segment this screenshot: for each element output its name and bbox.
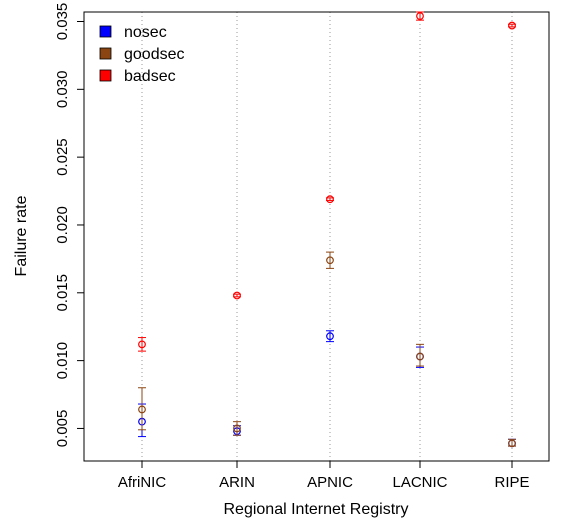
- legend-label-nosec: nosec: [124, 24, 167, 41]
- y-tick-label: 0.010: [54, 342, 71, 380]
- series-badsec: [138, 11, 516, 352]
- y-tick-label: 0.025: [54, 138, 71, 176]
- y-tick-label: 0.035: [54, 3, 71, 41]
- x-axis-title: Regional Internet Registry: [224, 501, 409, 518]
- x-tick-label: LACNIC: [392, 474, 447, 491]
- x-axis: AfriNIC ARIN APNIC LACNIC RIPE: [118, 461, 530, 491]
- data-point: [416, 352, 424, 361]
- data-point: [508, 439, 516, 448]
- y-axis: 0.005 0.010 0.015 0.020 0.025 0.030 0.035: [54, 3, 84, 447]
- y-axis-title: Failure rate: [13, 195, 30, 276]
- x-tick-label: APNIC: [307, 474, 353, 491]
- legend: nosec goodsec badsec: [99, 24, 185, 85]
- x-tick-label: ARIN: [219, 474, 255, 491]
- data-marks: [138, 11, 516, 448]
- y-tick-label: 0.015: [54, 274, 71, 312]
- legend-swatch-nosec: [99, 25, 112, 38]
- series-nosec: [138, 330, 516, 448]
- data-point: [138, 405, 146, 414]
- grid-lines: [141, 12, 513, 461]
- data-point: [326, 256, 334, 265]
- data-point: [326, 195, 334, 204]
- data-point: [233, 291, 241, 300]
- data-point: [326, 332, 334, 341]
- y-tick-label: 0.030: [54, 71, 71, 109]
- data-point: [416, 12, 424, 20]
- legend-label-goodsec: goodsec: [124, 46, 185, 63]
- legend-swatch-goodsec: [99, 47, 112, 60]
- x-tick-label: AfriNIC: [118, 474, 167, 491]
- legend-swatch-badsec: [99, 69, 112, 82]
- legend-label-badsec: badsec: [124, 68, 176, 85]
- series-goodsec: [138, 251, 516, 448]
- y-tick-label: 0.005: [54, 410, 71, 448]
- plot-frame: [83, 11, 550, 462]
- x-tick-label: RIPE: [494, 474, 529, 491]
- y-tick-label: 0.020: [54, 206, 71, 244]
- data-point: [138, 340, 146, 349]
- data-point: [508, 21, 516, 30]
- data-point: [233, 424, 241, 433]
